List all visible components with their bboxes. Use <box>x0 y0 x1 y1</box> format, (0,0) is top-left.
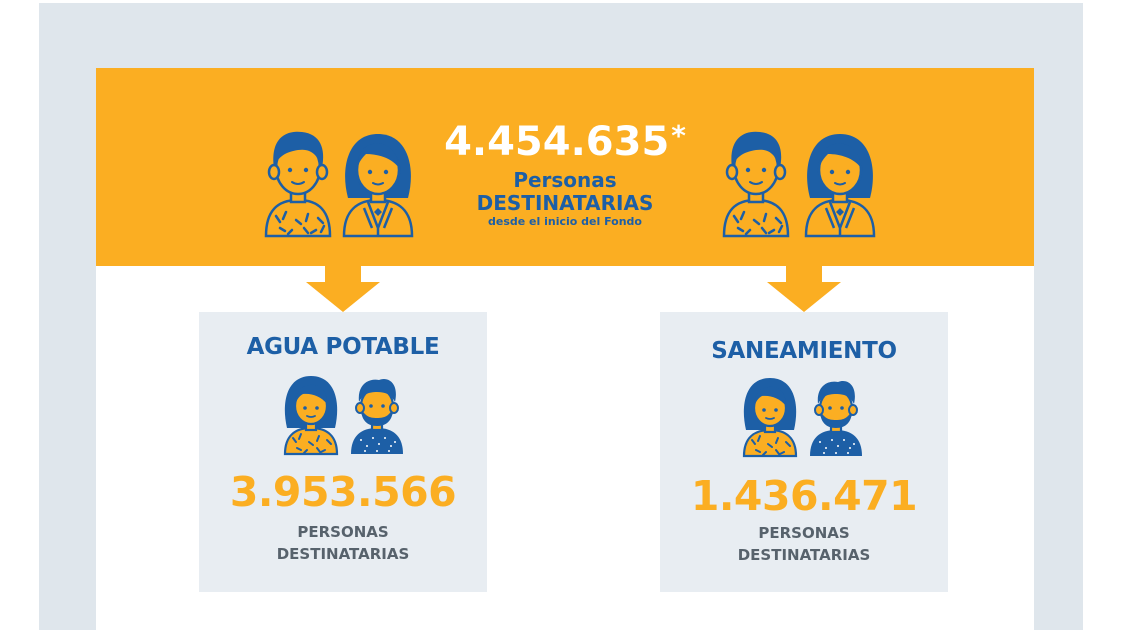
card-agua-potable: AGUA POTABLE 3.953.566 PERSONAS DESTINAT… <box>199 312 487 592</box>
card-caption-line1: PERSONAS <box>758 524 850 542</box>
card-caption-line1: PERSONAS <box>297 523 389 541</box>
total-number: 4.454.635* <box>440 118 690 166</box>
card-title: SANEAMIENTO <box>711 338 897 364</box>
footnote-asterisk: * <box>671 119 686 152</box>
total-label-destinatarias: DESTINATARIAS <box>476 191 654 215</box>
man-icon <box>258 128 338 238</box>
woman-icon <box>279 372 343 456</box>
card-title: AGUA POTABLE <box>246 334 440 360</box>
woman-icon <box>338 128 418 238</box>
woman-icon <box>800 128 880 238</box>
arrow-down-icon <box>306 266 380 312</box>
arrow-down-icon <box>767 266 841 312</box>
man-icon <box>716 128 796 238</box>
bearded-man-icon <box>345 372 409 456</box>
card-caption-line2: DESTINATARIAS <box>276 545 410 563</box>
woman-icon <box>738 374 802 458</box>
card-number: 1.436.471 <box>690 472 918 520</box>
bearded-man-icon <box>804 374 868 458</box>
total-block: 4.454.635* Personas DESTINATARIAS desde … <box>440 118 690 230</box>
card-number: 3.953.566 <box>229 468 457 516</box>
card-saneamiento: SANEAMIENTO 1.436.471 PERSONAS DESTINATA… <box>660 312 948 592</box>
summary-banner <box>96 68 1034 266</box>
total-label-personas: Personas <box>513 168 617 192</box>
total-label-since: desde el inicio del Fondo <box>488 215 642 228</box>
card-caption-line2: DESTINATARIAS <box>737 546 871 564</box>
total-value: 4.454.635 <box>444 119 670 165</box>
